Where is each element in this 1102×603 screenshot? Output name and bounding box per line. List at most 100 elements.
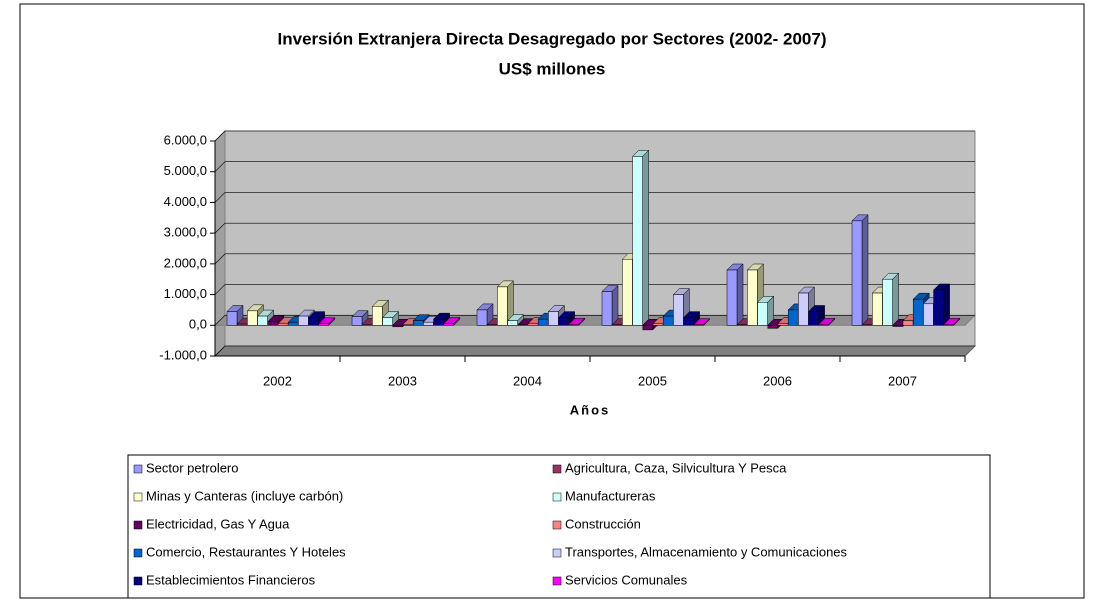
grid-line <box>214 161 975 172</box>
y-tick-label: 1.000,0 <box>164 286 207 301</box>
bar <box>902 320 914 326</box>
legend-label: Servicios Comunales <box>565 572 688 587</box>
grid-line <box>214 130 975 142</box>
legend-label: Construcción <box>565 516 641 531</box>
bar <box>726 269 738 326</box>
bar <box>277 323 289 326</box>
y-tick-label: -1.000,0 <box>159 347 207 362</box>
legend-label: Electricidad, Gas Y Agua <box>146 516 290 531</box>
bar <box>611 324 623 326</box>
bar <box>933 289 944 326</box>
bar <box>787 309 799 326</box>
bar <box>318 323 330 326</box>
bar <box>568 324 580 326</box>
bar <box>537 318 549 326</box>
bar <box>632 156 643 326</box>
y-tick-label: 2.000,0 <box>164 255 207 270</box>
bar <box>652 323 664 326</box>
bar <box>642 325 654 331</box>
legend-label: Establecimientos Financieros <box>146 572 316 587</box>
base <box>213 345 977 357</box>
y-tick-label: 3.000,0 <box>164 225 207 240</box>
legend-swatch <box>133 492 143 502</box>
bar-side <box>611 284 619 326</box>
legend-label: Manufactureras <box>565 488 656 503</box>
bar <box>808 311 819 326</box>
bar <box>662 315 674 326</box>
bar <box>372 305 383 326</box>
bar <box>236 323 248 326</box>
y-tick-label: 5.000,0 <box>164 163 207 178</box>
bar <box>923 303 934 326</box>
bar <box>486 324 498 326</box>
bar <box>382 317 393 326</box>
bar <box>892 325 904 327</box>
bar <box>767 325 779 329</box>
legend-swatch <box>552 576 562 586</box>
legend-label: Sector petrolero <box>146 460 239 475</box>
bar <box>497 286 508 326</box>
bar <box>673 294 684 326</box>
legend-swatch <box>552 520 562 530</box>
legend-swatch <box>552 492 562 502</box>
bar-side <box>892 272 899 326</box>
bar <box>247 310 258 326</box>
bar <box>226 311 238 326</box>
x-tick-label: 2007 <box>888 373 917 388</box>
bar <box>257 315 268 326</box>
bar <box>736 324 748 326</box>
bar <box>298 315 309 326</box>
bar <box>433 318 444 326</box>
legend-label: Agricultura, Caza, Silvicultura Y Pesca <box>565 460 787 475</box>
legend-swatch <box>133 576 143 586</box>
bar <box>851 220 863 326</box>
y-tick-label: 0,0 <box>189 317 207 332</box>
x-tick-label: 2006 <box>763 373 792 388</box>
grid-line <box>214 253 975 265</box>
bar <box>308 317 319 326</box>
bar <box>872 292 883 326</box>
bar <box>818 324 830 326</box>
y-tick-label: 4.000,0 <box>164 194 207 209</box>
chart-title: Inversión Extranjera Directa Desagregado… <box>278 29 827 48</box>
grid-line <box>214 345 975 357</box>
bar <box>412 320 424 326</box>
grid-line <box>214 284 975 295</box>
bar <box>351 316 363 326</box>
bar <box>798 292 809 326</box>
bar-side <box>642 149 649 326</box>
x-tick-label: 2004 <box>513 373 542 388</box>
x-tick-label: 2005 <box>638 373 667 388</box>
bar <box>392 325 404 328</box>
legend-swatch <box>133 464 143 474</box>
legend-label: Minas y Canteras (incluye carbón) <box>146 488 343 503</box>
bar <box>757 302 768 326</box>
grid-line <box>214 314 975 326</box>
legend-swatch <box>133 548 143 558</box>
legend-swatch <box>552 464 562 474</box>
bar <box>527 323 539 326</box>
bar <box>423 321 434 326</box>
bar <box>861 324 873 326</box>
grid-line <box>214 222 975 234</box>
bar <box>747 269 758 326</box>
bar <box>912 298 924 326</box>
bar <box>777 323 789 326</box>
x-tick-label: 2003 <box>388 373 417 388</box>
bar-side <box>861 214 869 326</box>
bar-side <box>736 263 744 326</box>
bar <box>361 324 373 326</box>
bar <box>601 291 613 326</box>
grid-line <box>214 192 975 203</box>
legend-label: Transportes, Almacenamiento y Comunicaci… <box>565 544 848 559</box>
bar <box>558 317 569 326</box>
bar <box>517 324 529 326</box>
bar <box>507 320 518 326</box>
legend-swatch <box>133 520 143 530</box>
bar <box>443 323 455 326</box>
bar <box>622 259 633 326</box>
bar-side <box>943 283 950 326</box>
legend-swatch <box>552 548 562 558</box>
